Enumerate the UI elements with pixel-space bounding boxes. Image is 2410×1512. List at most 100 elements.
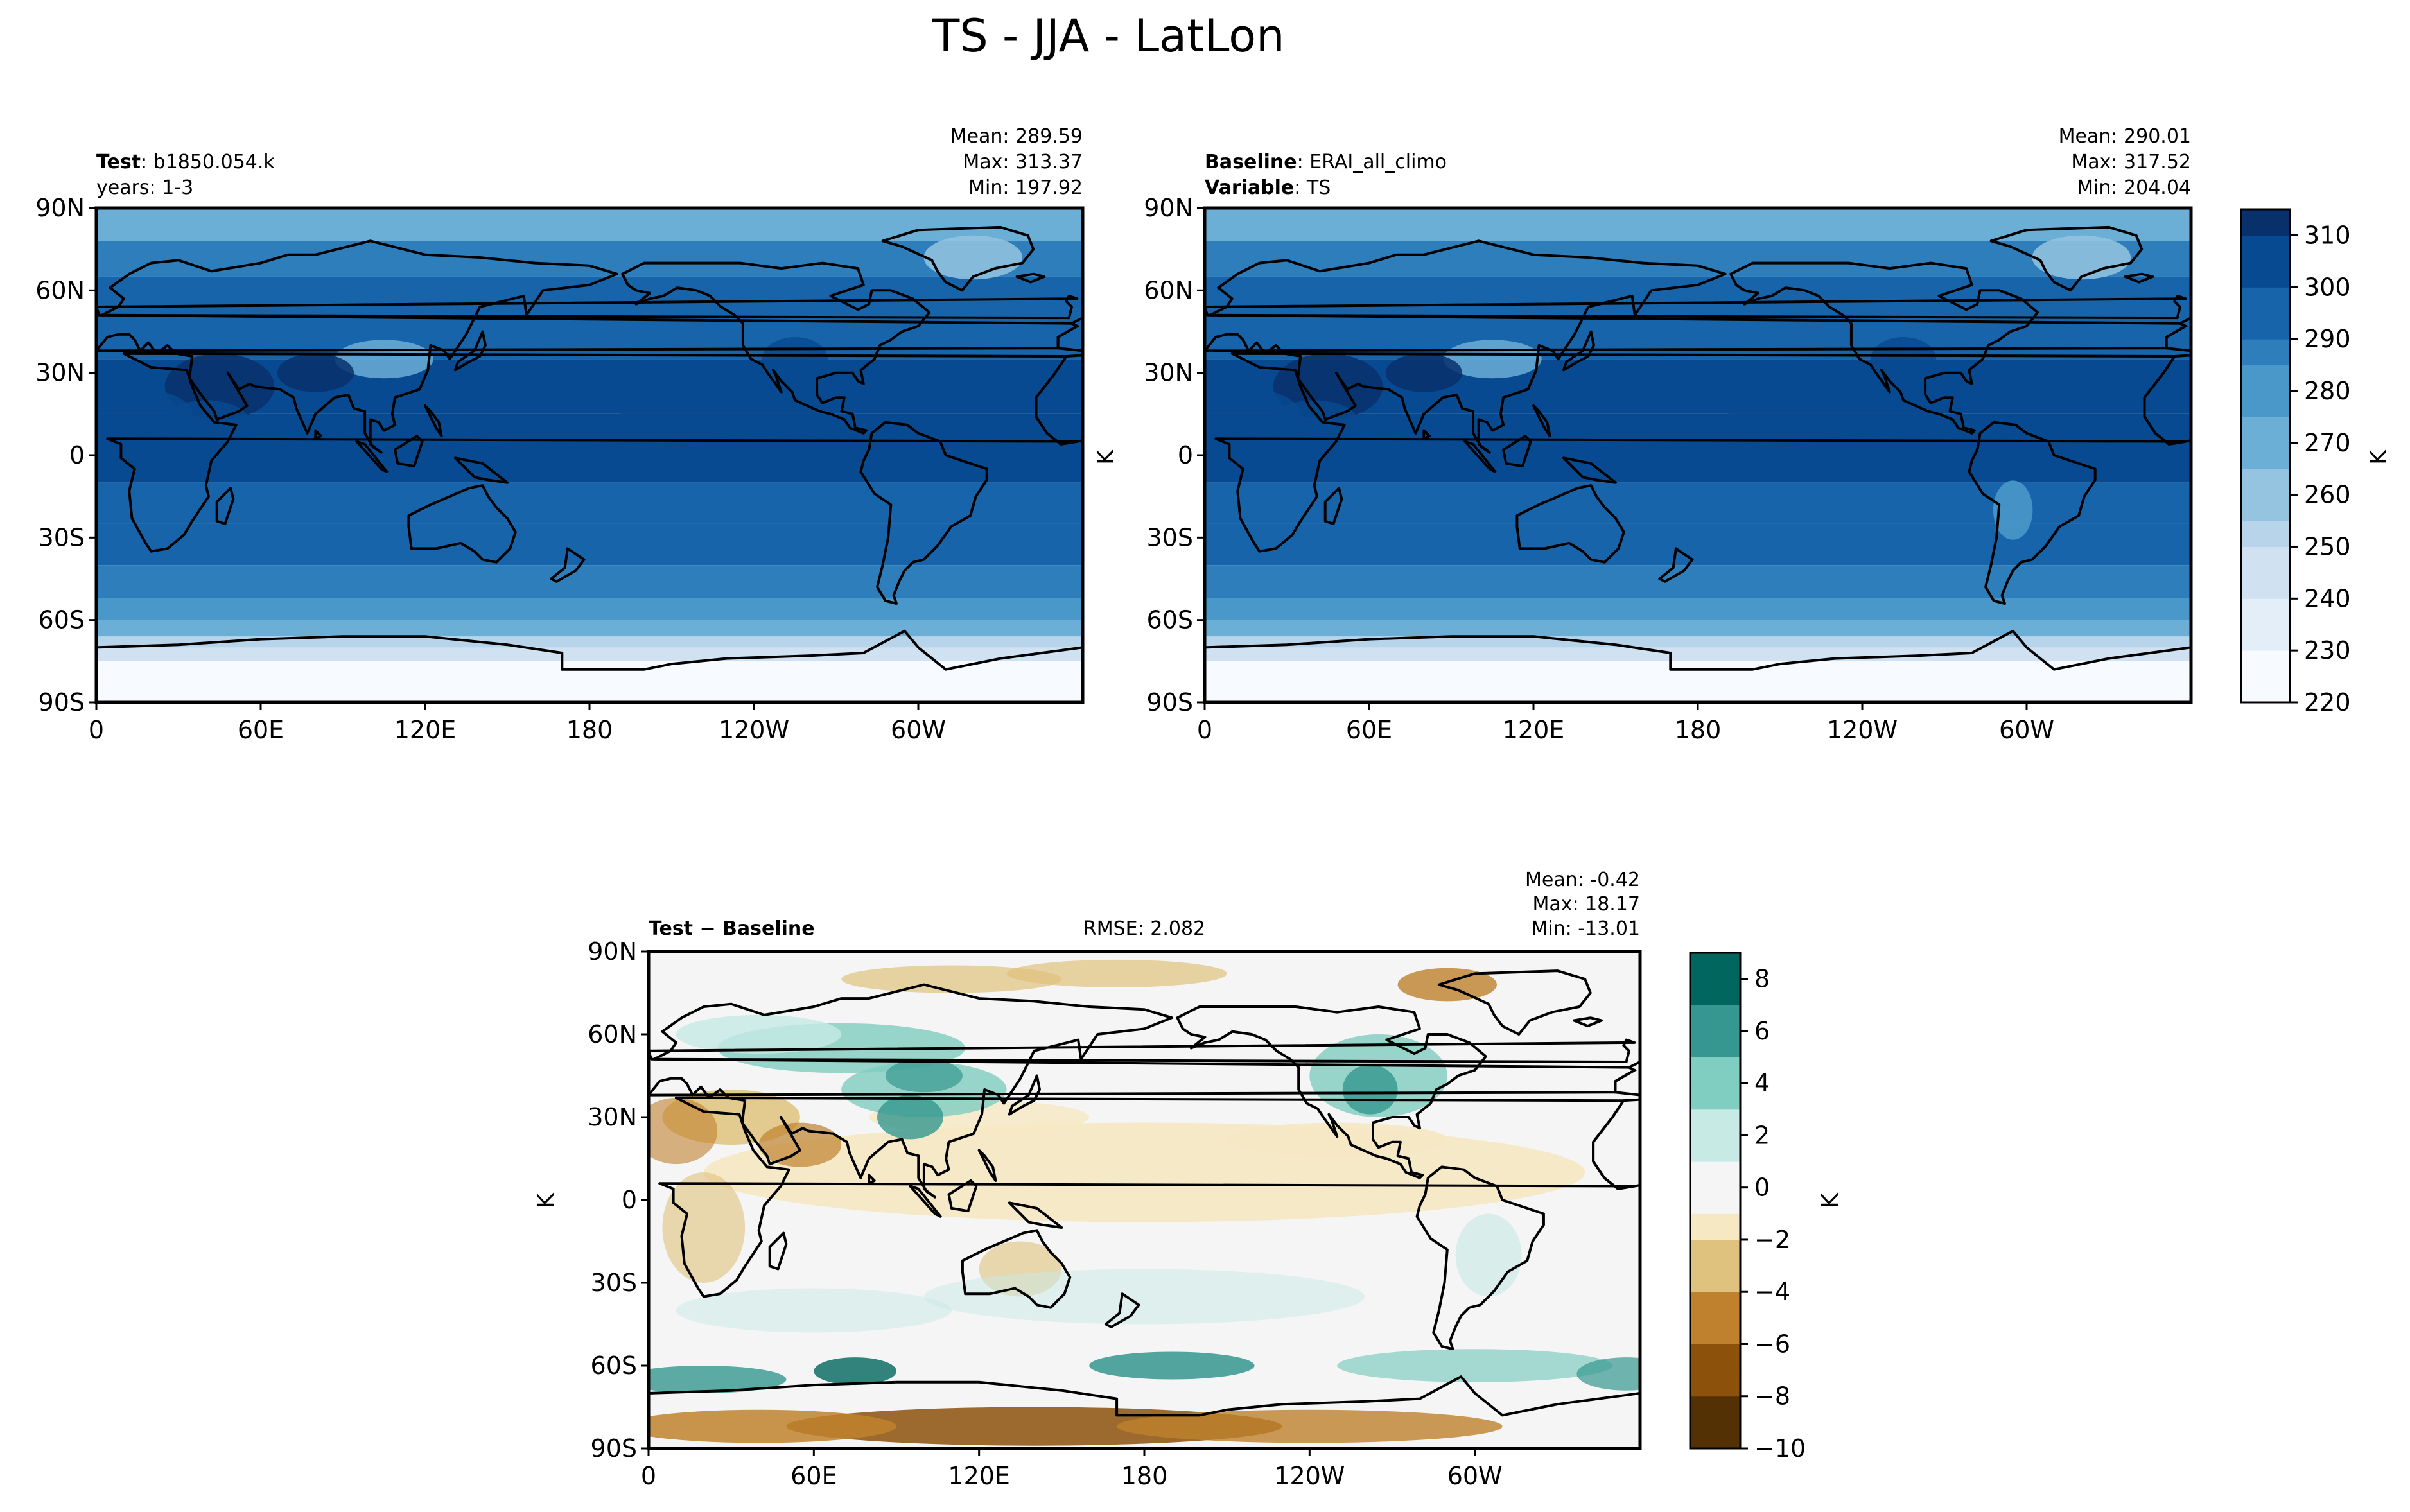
- coastline-newguinea: [1008, 1201, 1063, 1229]
- field-blob: [1698, 406, 1972, 450]
- colorbar-tick-label: −2: [1754, 1226, 1790, 1254]
- coastline-philippines: [1532, 404, 1551, 438]
- coastline-japan: [1562, 330, 1595, 372]
- field-band: [96, 661, 1083, 702]
- baseline-lat-tick-labels: 90N 60N 30N 0 30S 60S 90S: [1144, 194, 1205, 717]
- coastline-greenland: [1989, 225, 2144, 292]
- coastline-antarctica: [96, 629, 1083, 702]
- field-blob: [662, 1172, 746, 1283]
- coastline-australia: [961, 1229, 1072, 1309]
- coastline-samerica: [1415, 1165, 1545, 1351]
- lon-tick-label: 0: [89, 716, 104, 744]
- colorbar-swatch: [1690, 1057, 1740, 1084]
- field-blob: [762, 337, 828, 381]
- test-lon-tick-labels: 0 60E 120E 180 120W 60W: [89, 702, 946, 744]
- field-band: [1205, 482, 2191, 524]
- baseline-stat-mean: Mean: 290.01: [2059, 125, 2191, 148]
- colorbar-swatch: [2241, 261, 2290, 288]
- field-blob: [649, 1366, 787, 1393]
- coastline-newzealand: [550, 547, 586, 583]
- coastline-africa: [106, 352, 1079, 553]
- field-band: [1205, 241, 2191, 277]
- coastline-greenland: [1437, 969, 1592, 1036]
- coastline-australia: [407, 484, 517, 564]
- coastline-sumatra: [355, 440, 389, 473]
- panel-difference: Test − Baseline RMSE: 2.082 Mean: -0.42 …: [533, 869, 1642, 1490]
- colorbar-swatch: [1690, 1370, 1740, 1397]
- lon-tick-label: 120W: [719, 716, 789, 744]
- test-map-field: [96, 208, 1083, 702]
- field-band: [96, 208, 1083, 241]
- colorbar-swatch: [2241, 287, 2290, 314]
- colorbar-swatch: [1690, 1213, 1740, 1240]
- coastline-srilanka: [1422, 429, 1431, 440]
- coastline-newguinea: [1562, 456, 1617, 484]
- colorbar-swatch: [2241, 209, 2290, 236]
- colorbar-swatch: [1690, 1239, 1740, 1267]
- lon-tick-label: 60W: [1999, 716, 2054, 744]
- field-band: [96, 241, 1083, 277]
- colorbar-swatch: [2241, 624, 2290, 651]
- figure-title: TS - JJA - LatLon: [932, 10, 1285, 62]
- lat-tick-label: 60S: [1147, 606, 1193, 634]
- field-blob: [841, 965, 1062, 993]
- colorbar-swatch: [2241, 313, 2290, 340]
- field-blob: [676, 1014, 842, 1054]
- colorbar-tick-label: −6: [1754, 1330, 1790, 1358]
- field-blob: [1117, 1409, 1503, 1443]
- colorbar-swatch: [2241, 469, 2290, 496]
- colorbar-sequential-swatches: [2241, 209, 2290, 703]
- baseline-stat-max: Max: 317.52: [2071, 151, 2191, 173]
- lat-tick-label: 90S: [39, 688, 85, 717]
- colorbar-tick-label: 6: [1754, 1017, 1770, 1045]
- colorbar-swatch: [1690, 1161, 1740, 1188]
- lon-tick-label: 120E: [394, 716, 457, 744]
- colorbar-swatch: [1690, 1317, 1740, 1344]
- coastline-madagascar: [1323, 487, 1343, 525]
- field-band: [96, 598, 1083, 620]
- lat-tick-label: 30S: [591, 1269, 637, 1297]
- baseline-label-value: : ERAI_all_climo: [1297, 151, 1447, 173]
- coastline-australia: [1515, 484, 1625, 564]
- test-years: years: 1-3: [96, 177, 193, 199]
- coastline-japan: [453, 330, 487, 372]
- coastline-newzealand: [1658, 547, 1694, 583]
- colorbar-swatch: [2241, 442, 2290, 469]
- baseline-variable-value: : TS: [1294, 177, 1331, 199]
- colorbar-tick-label: −8: [1754, 1382, 1790, 1411]
- colorbar-swatch: [1690, 1187, 1740, 1214]
- colorbar-sequential-frame: [2240, 208, 2291, 704]
- colorbar-tick-label: 310: [2304, 221, 2351, 249]
- colorbar-diverging-frame: [1689, 952, 1742, 1450]
- baseline-variable-bold: Variable: [1205, 177, 1294, 199]
- colorbar-diverging-ticks: 8 6 4 2 0 −2 −4 −6 −8 −10: [1740, 965, 1806, 1463]
- test-label-value: : b1850.054.k: [141, 151, 275, 173]
- coastline-eurasia: [96, 239, 1079, 454]
- colorbar-tick-label: 4: [1754, 1069, 1770, 1097]
- field-blob: [814, 1357, 896, 1386]
- baseline-label: Baseline: ERAI_all_climo: [1205, 151, 1447, 173]
- field-blob: [1424, 419, 1753, 464]
- colorbar-tick-label: −10: [1754, 1434, 1806, 1463]
- colorbar-swatch: [2241, 235, 2290, 262]
- lat-tick-label: 30N: [588, 1103, 637, 1131]
- colorbar-swatch: [1690, 1265, 1740, 1292]
- coastline-samerica: [1968, 421, 2097, 605]
- baseline-lon-tick-labels: 0 60E 120E 180 120W 60W: [1197, 702, 2054, 744]
- field-blob: [277, 353, 354, 392]
- field-band: [96, 647, 1083, 661]
- coastline-eurasia: [649, 983, 1636, 1199]
- lon-tick-label: 180: [566, 716, 613, 744]
- field-blob: [1870, 337, 1937, 381]
- coastline-africa: [658, 1096, 1636, 1298]
- lon-tick-label: 60E: [238, 716, 284, 744]
- lat-tick-label: 30N: [1144, 359, 1193, 387]
- lat-tick-label: 60N: [35, 276, 85, 304]
- coastline-madagascar: [215, 487, 235, 525]
- field-band: [1205, 276, 2191, 318]
- lat-tick-label: 30S: [39, 523, 85, 552]
- diff-unit-label: K: [533, 1192, 559, 1208]
- lon-tick-label: 60W: [891, 716, 946, 744]
- lat-tick-label: 90N: [1144, 194, 1193, 222]
- colorbar-swatch: [2241, 598, 2290, 625]
